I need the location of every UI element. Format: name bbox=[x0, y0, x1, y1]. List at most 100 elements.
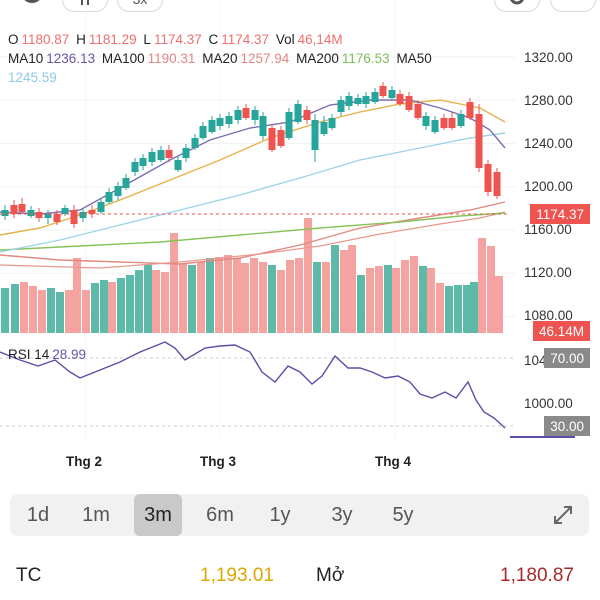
candle-body bbox=[44, 214, 52, 218]
ma-readout: MA10 1236.13 MA100 1190.31 MA20 1257.94 MA2… bbox=[8, 51, 432, 66]
volume-bar bbox=[161, 272, 169, 333]
volume-bar bbox=[197, 262, 205, 333]
volume-bar bbox=[233, 258, 241, 333]
volume-bar bbox=[313, 262, 321, 333]
period-3y[interactable]: 3y bbox=[331, 503, 353, 526]
price-axis-label: 1160.00 bbox=[524, 222, 572, 237]
volume-bar bbox=[445, 286, 453, 333]
interval-label: 3x bbox=[133, 0, 148, 7]
candle-body bbox=[70, 210, 78, 224]
volume-bar bbox=[470, 282, 478, 333]
candle-body bbox=[285, 112, 293, 138]
period-1m[interactable]: 1m bbox=[82, 503, 110, 526]
expand-button[interactable] bbox=[540, 494, 586, 536]
candle-body bbox=[303, 110, 311, 120]
volume-bar bbox=[401, 260, 409, 333]
candle-body bbox=[79, 212, 87, 218]
volume-bar bbox=[1, 288, 9, 333]
candle-body bbox=[379, 86, 387, 96]
volume-value: 46,14M bbox=[297, 32, 343, 47]
rsi-line bbox=[0, 341, 506, 429]
current-price-tag: 1174.37 bbox=[530, 204, 590, 224]
close-value: 1174.37 bbox=[221, 32, 270, 47]
month-label: Thg 3 bbox=[200, 454, 236, 469]
candle-body bbox=[131, 162, 139, 172]
open-label: Mở bbox=[316, 565, 345, 586]
volume-bar bbox=[65, 290, 73, 333]
candle-body bbox=[493, 172, 501, 196]
tc-value: 1,193.01 bbox=[200, 565, 274, 586]
candle-body bbox=[148, 152, 156, 162]
volume-bar bbox=[241, 263, 249, 333]
rsi-upper-tag: 70.00 bbox=[544, 348, 590, 368]
candle-body bbox=[328, 118, 336, 128]
price-chart[interactable] bbox=[0, 0, 600, 450]
volume-bar bbox=[152, 270, 160, 333]
candle-body bbox=[311, 120, 319, 150]
volume-bar bbox=[366, 268, 374, 333]
candle-body bbox=[475, 114, 483, 168]
volume-bar bbox=[215, 257, 223, 333]
volume-tag: 46.14M bbox=[532, 321, 590, 341]
volume-bar bbox=[144, 265, 152, 333]
candle-body bbox=[354, 98, 362, 104]
volume-bar bbox=[454, 285, 462, 333]
open-value: 1180.87 bbox=[21, 32, 70, 47]
rsi-label: RSI 14 bbox=[8, 347, 50, 362]
volume-bar bbox=[38, 290, 46, 333]
price-axis-label: 1320.00 bbox=[524, 50, 573, 65]
volume-bar bbox=[375, 266, 383, 333]
candle-body bbox=[448, 118, 456, 128]
volume-bar bbox=[295, 258, 303, 333]
low-value: 1174.37 bbox=[153, 32, 202, 47]
volume-bar bbox=[277, 270, 285, 333]
month-label: Thg 4 bbox=[375, 454, 411, 469]
candle-body bbox=[27, 210, 35, 216]
pin-icon[interactable] bbox=[20, 0, 44, 8]
volume-bar bbox=[427, 268, 435, 333]
volume-bar bbox=[188, 265, 196, 333]
period-5y[interactable]: 5y bbox=[392, 503, 414, 526]
volume-bar bbox=[100, 280, 108, 333]
candle-body bbox=[122, 178, 130, 188]
candle-body bbox=[396, 94, 404, 104]
candle-body bbox=[199, 126, 207, 138]
period-6m[interactable]: 6m bbox=[206, 503, 234, 526]
volume-bar bbox=[410, 256, 418, 333]
volume-bar bbox=[487, 246, 495, 333]
volume-bar bbox=[495, 276, 503, 333]
candle-body bbox=[422, 116, 430, 126]
volume-bar bbox=[47, 288, 55, 333]
candle-body bbox=[1, 210, 9, 216]
candle-body bbox=[10, 205, 18, 214]
ohlc-readout: O 1180.87 H 1181.29 L 1174.37 C 1174.37 Vol 4… bbox=[8, 32, 343, 47]
volume-bar bbox=[224, 255, 232, 333]
expand-icon bbox=[554, 506, 572, 524]
price-axis-label: 1080.00 bbox=[524, 308, 573, 323]
period-selector: 1d 1m 3m 6m 1y 3y 5y bbox=[10, 494, 589, 536]
candle-body bbox=[251, 110, 259, 120]
price-axis-label: 1280.00 bbox=[524, 93, 573, 108]
candle-body bbox=[466, 102, 474, 118]
volume-bar bbox=[392, 268, 400, 333]
ma50-line bbox=[0, 132, 506, 253]
volume-bar bbox=[117, 278, 125, 333]
candle-body bbox=[53, 214, 61, 222]
candle-body bbox=[182, 148, 190, 158]
volume-bar bbox=[11, 284, 19, 333]
volume-bar bbox=[357, 275, 365, 333]
volume-bar bbox=[419, 266, 427, 333]
period-1y[interactable]: 1y bbox=[269, 503, 291, 526]
volume-bar bbox=[259, 262, 267, 333]
candle-body bbox=[208, 120, 216, 132]
ma200-value: 1176.53 bbox=[341, 51, 390, 66]
rsi-lower-tag: 30.00 bbox=[544, 416, 590, 436]
candle-body bbox=[371, 92, 379, 102]
period-3m[interactable]: 3m bbox=[134, 494, 182, 536]
ma-extra-line bbox=[0, 211, 506, 269]
volume-bar bbox=[463, 285, 471, 333]
top-toolbar: 3x bbox=[0, 0, 600, 22]
candle-body bbox=[277, 130, 285, 146]
period-1d[interactable]: 1d bbox=[26, 503, 50, 526]
volume-bar bbox=[108, 282, 116, 333]
